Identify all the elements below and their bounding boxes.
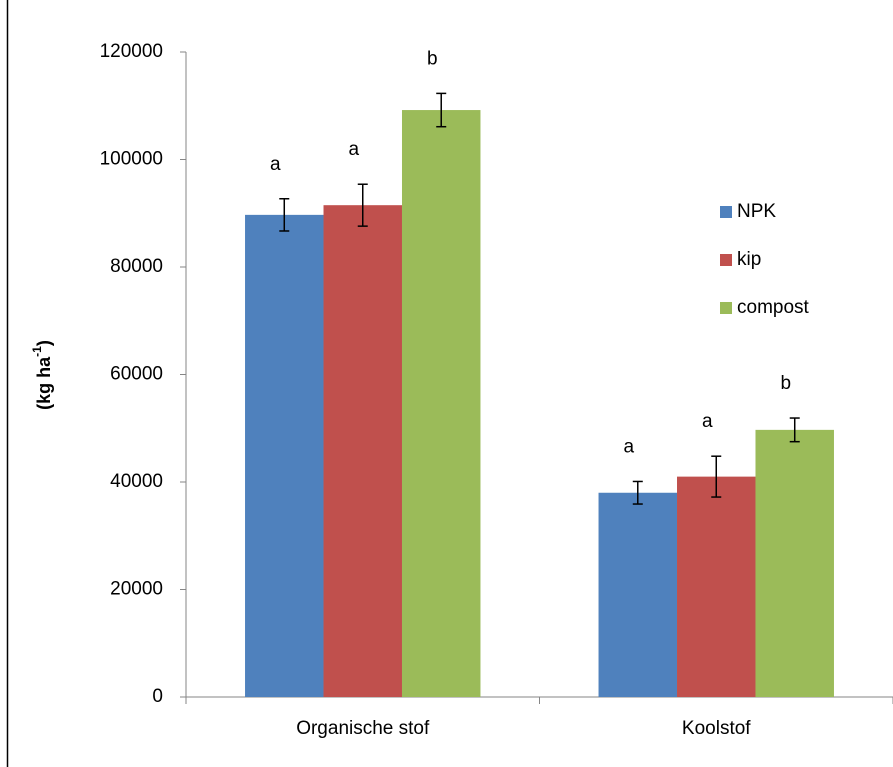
legend-label: kip <box>737 249 761 270</box>
significance-letter: b <box>427 48 438 69</box>
bar <box>598 492 678 697</box>
x-tick-label: Koolstof <box>682 718 751 739</box>
y-label-sup: -1 <box>30 346 44 357</box>
legend-swatch <box>720 254 732 266</box>
y-tick-label: 120000 <box>100 41 163 62</box>
legend-swatch <box>720 302 732 314</box>
x-tick-label: Organische stof <box>296 718 430 739</box>
legend-label: compost <box>737 297 810 318</box>
y-axis-label: (kg ha-1) <box>30 340 54 410</box>
bar <box>245 214 324 698</box>
y-tick-label: 60000 <box>110 364 163 385</box>
y-tick-label: 40000 <box>110 471 163 492</box>
significance-letter: a <box>270 154 281 175</box>
legend-swatch <box>720 206 732 218</box>
significance-letter: a <box>702 411 713 432</box>
bar <box>323 205 402 697</box>
significance-letter: b <box>780 373 791 394</box>
significance-letter: a <box>623 436 634 457</box>
y-label-text: (kg ha <box>34 356 54 410</box>
y-label-suffix: ) <box>34 340 54 346</box>
bar <box>755 429 834 697</box>
y-tick-label: 0 <box>152 686 163 707</box>
bar <box>401 110 481 698</box>
legend-label: NPK <box>737 201 776 222</box>
significance-letter: a <box>348 139 359 160</box>
y-tick-label: 20000 <box>110 579 163 600</box>
y-tick-label: 80000 <box>110 256 163 277</box>
bar <box>677 476 756 697</box>
y-tick-label: 100000 <box>100 149 163 170</box>
